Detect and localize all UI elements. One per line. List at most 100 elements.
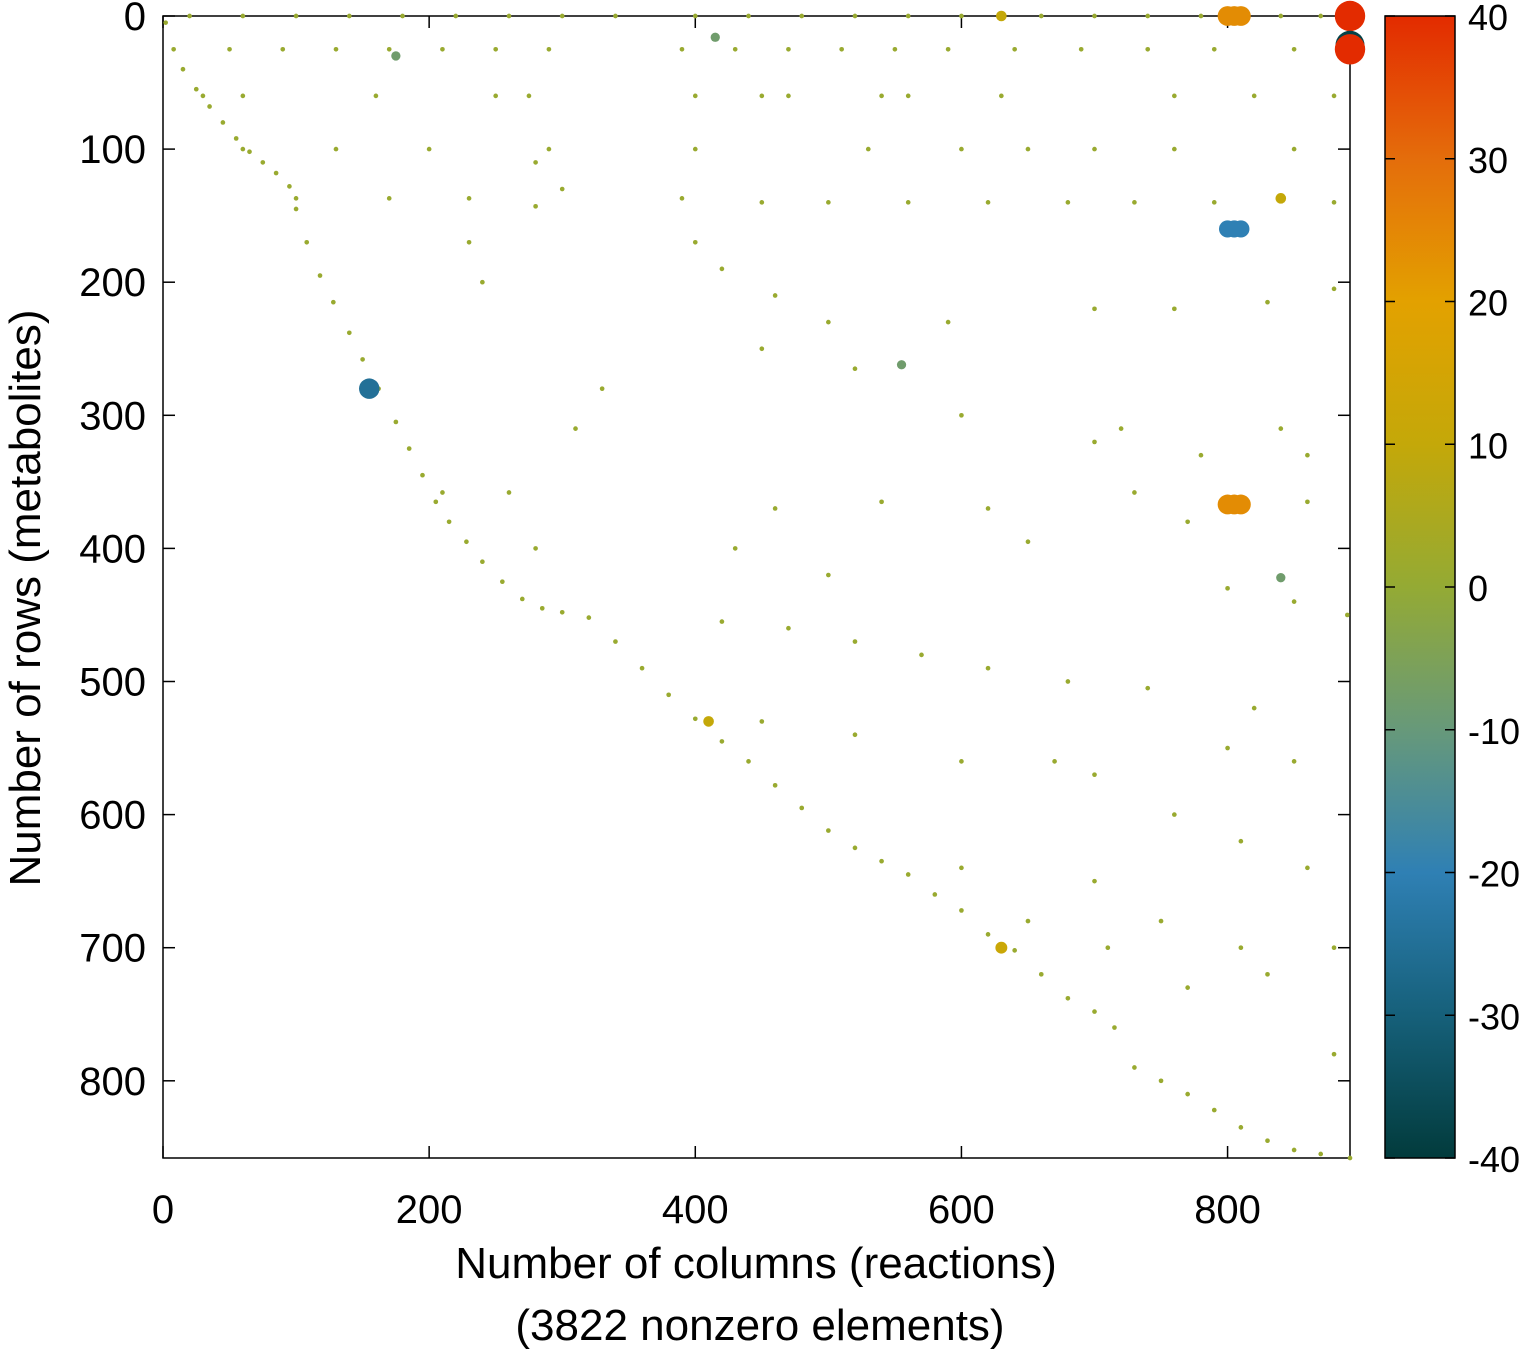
nonzero-element	[995, 941, 1008, 954]
x-tick-label: 400	[662, 1188, 729, 1232]
nonzero-element	[506, 13, 512, 19]
nonzero-element	[1331, 945, 1337, 951]
nonzero-element	[480, 279, 485, 285]
nonzero-element	[732, 546, 738, 551]
nonzero-element	[1112, 1025, 1117, 1030]
nonzero-element	[1265, 1138, 1270, 1144]
nonzero-element	[772, 506, 778, 511]
nonzero-element	[959, 908, 964, 913]
nonzero-element	[1065, 679, 1071, 684]
nonzero-element	[1092, 1009, 1097, 1014]
nonzero-element	[559, 13, 565, 19]
nonzero-element	[852, 732, 858, 738]
nonzero-element	[500, 579, 505, 585]
nonzero-element	[999, 93, 1004, 99]
nonzero-element	[293, 196, 299, 201]
nonzero-element	[386, 196, 392, 201]
nonzero-element	[1185, 985, 1190, 990]
nonzero-element	[1052, 759, 1057, 764]
nonzero-element	[1025, 539, 1031, 545]
x-tick-label: 200	[396, 1188, 463, 1232]
nonzero-element	[1145, 685, 1151, 691]
nonzero-element	[1198, 452, 1204, 458]
nonzero-element	[679, 46, 685, 52]
nonzero-element	[1065, 995, 1071, 1001]
nonzero-element	[533, 160, 538, 165]
nonzero-element	[786, 93, 791, 99]
nonzero-element	[360, 357, 365, 362]
nonzero-element	[1291, 759, 1297, 764]
nonzero-element	[406, 446, 412, 451]
nonzero-element	[227, 46, 232, 52]
nonzero-element	[746, 759, 751, 764]
x-axis-label: Number of columns (reactions)	[455, 1239, 1057, 1288]
nonzero-element	[959, 146, 964, 152]
nonzero-element	[586, 615, 592, 620]
nonzero-element	[772, 782, 778, 788]
colorbar-tick-label: 40	[1468, 0, 1508, 38]
nonzero-element	[1238, 1125, 1244, 1130]
nonzero-element	[1278, 426, 1284, 431]
nonzero-element	[692, 93, 698, 99]
nonzero-element	[1276, 573, 1286, 583]
x-axis-note: (3822 nonzero elements)	[515, 1301, 1004, 1350]
nonzero-element	[573, 426, 578, 431]
nonzero-element	[905, 200, 911, 205]
nonzero-element	[1278, 13, 1284, 19]
y-axis-label: Number of rows (metabolites)	[1, 309, 50, 886]
nonzero-element	[391, 51, 401, 61]
y-tick-label: 400	[79, 527, 146, 571]
nonzero-element	[879, 93, 884, 99]
nonzero-element	[896, 360, 907, 370]
nonzero-element	[331, 299, 336, 305]
nonzero-element	[240, 146, 246, 152]
colorbar	[1384, 15, 1456, 1159]
nonzero-element	[420, 472, 425, 478]
nonzero-element	[599, 386, 605, 392]
nonzero-element	[333, 146, 339, 152]
nonzero-element	[1230, 494, 1251, 515]
nonzero-element	[171, 46, 176, 52]
nonzero-element	[679, 196, 685, 201]
nonzero-element	[187, 13, 192, 19]
nonzero-element	[433, 499, 439, 505]
colorbar-tick-label: -30	[1468, 996, 1520, 1037]
nonzero-element	[260, 160, 266, 165]
plot-frame	[162, 15, 1351, 1159]
nonzero-element	[879, 858, 884, 864]
nonzero-element	[233, 136, 239, 141]
colorbar-tick-label: -20	[1468, 854, 1520, 895]
nonzero-element	[1211, 1107, 1217, 1113]
nonzero-element	[304, 239, 310, 245]
nonzero-element	[799, 805, 805, 811]
nonzero-element	[533, 546, 538, 551]
nonzero-element	[1238, 945, 1244, 951]
nonzero-element	[247, 149, 252, 155]
nonzero-element	[1158, 1078, 1164, 1084]
nonzero-element	[692, 716, 698, 722]
nonzero-element	[533, 204, 538, 209]
nonzero-element	[466, 239, 472, 245]
nonzero-element	[759, 93, 765, 99]
nonzero-element	[1132, 490, 1137, 495]
nonzero-element	[1092, 772, 1097, 778]
y-tick-label: 500	[79, 661, 146, 705]
nonzero-element	[692, 146, 698, 152]
nonzero-element	[852, 366, 858, 372]
nonzero-element	[446, 519, 452, 525]
nonzero-element	[333, 46, 339, 52]
nonzero-element	[1232, 220, 1250, 238]
nonzero-element	[1331, 286, 1337, 292]
nonzero-element	[1230, 6, 1251, 26]
nonzero-element	[1092, 13, 1097, 19]
x-tick-label: 800	[1194, 1188, 1261, 1232]
nonzero-element	[393, 419, 399, 425]
nonzero-element	[826, 200, 831, 205]
nonzero-element	[1331, 200, 1337, 205]
nonzero-element	[519, 596, 525, 602]
nonzero-element	[932, 892, 938, 897]
nonzero-element	[852, 639, 858, 644]
colorbar-tick-label: 30	[1468, 140, 1508, 181]
nonzero-element	[200, 93, 206, 99]
